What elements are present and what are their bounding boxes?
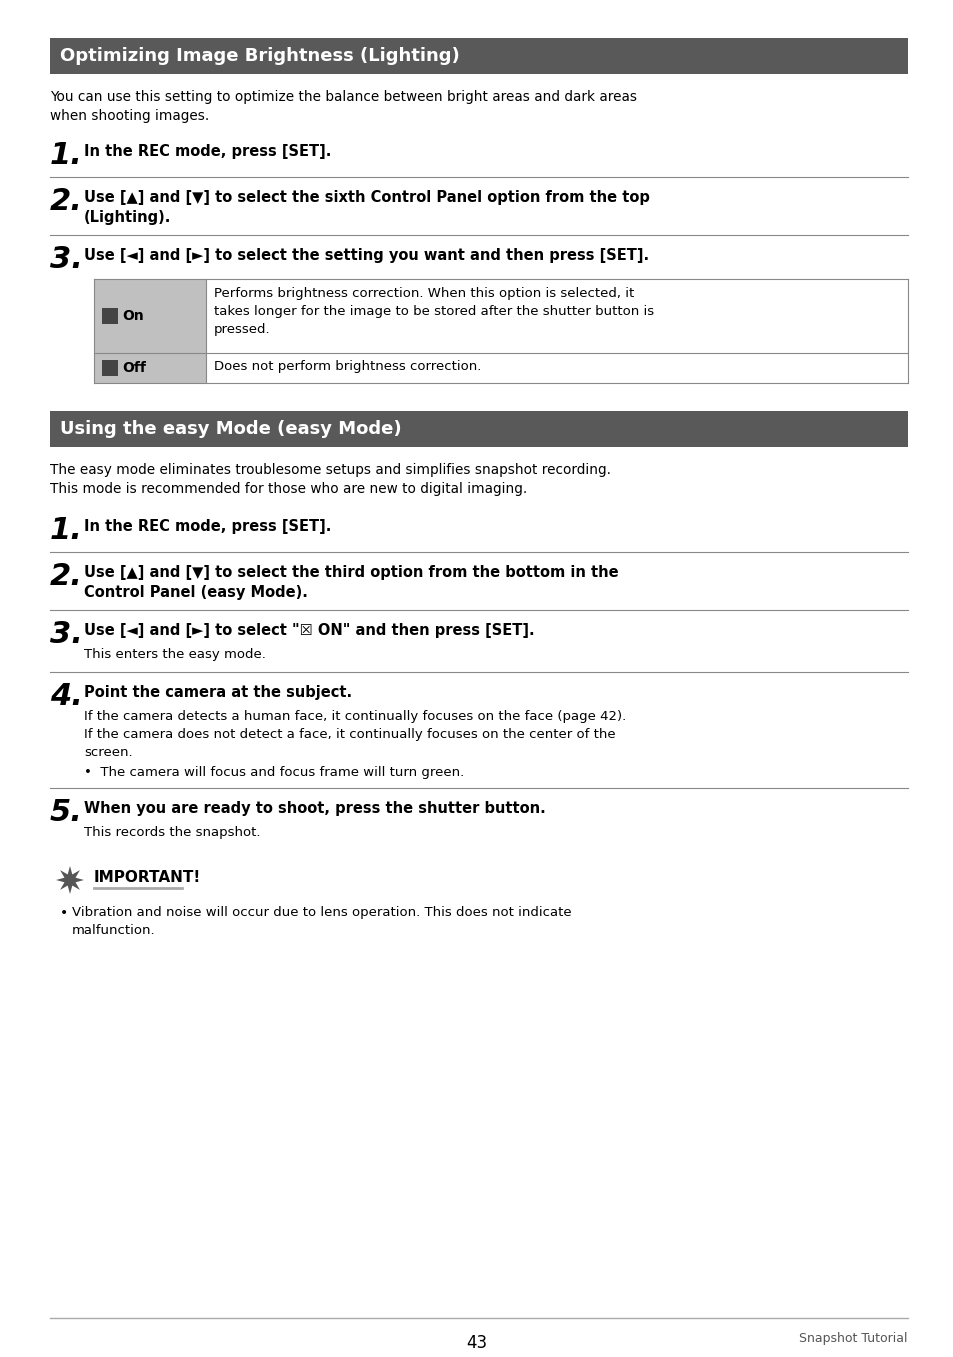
Text: •  The camera will focus and focus frame will turn green.: • The camera will focus and focus frame … — [84, 765, 464, 779]
Text: Use [◄] and [►] to select the setting you want and then press [SET].: Use [◄] and [►] to select the setting yo… — [84, 248, 648, 263]
Bar — [50, 38, 907, 75]
Text: Optimizing Image Brightness (Lighting): Optimizing Image Brightness (Lighting) — [60, 47, 459, 65]
Text: 1.: 1. — [50, 516, 83, 546]
Text: 2.: 2. — [50, 562, 83, 592]
Text: (Lighting).: (Lighting). — [84, 210, 172, 225]
Text: Use [◄] and [►] to select "☒ ON" and then press [SET].: Use [◄] and [►] to select "☒ ON" and the… — [84, 623, 534, 638]
Text: 43: 43 — [466, 1334, 487, 1352]
Text: Point the camera at the subject.: Point the camera at the subject. — [84, 685, 352, 700]
Text: Control Panel (easy Mode).: Control Panel (easy Mode). — [84, 585, 308, 600]
Text: 3.: 3. — [50, 246, 83, 274]
Text: When you are ready to shoot, press the shutter button.: When you are ready to shoot, press the s… — [84, 801, 545, 816]
Text: •: • — [60, 906, 69, 920]
Text: Performs brightness correction. When this option is selected, it
takes longer fo: Performs brightness correction. When thi… — [213, 286, 654, 337]
Text: This records the snapshot.: This records the snapshot. — [84, 826, 260, 839]
Bar — [50, 411, 907, 446]
Text: Use [▲] and [▼] to select the third option from the bottom in the: Use [▲] and [▼] to select the third opti… — [84, 565, 618, 579]
Text: If the camera detects a human face, it continually focuses on the face (page 42): If the camera detects a human face, it c… — [84, 710, 625, 723]
Text: If the camera does not detect a face, it continually focuses on the center of th: If the camera does not detect a face, it… — [84, 727, 615, 741]
Text: On: On — [122, 309, 144, 323]
Text: This enters the easy mode.: This enters the easy mode. — [84, 649, 266, 661]
Text: Vibration and noise will occur due to lens operation. This does not indicate: Vibration and noise will occur due to le… — [71, 906, 571, 919]
Text: malfunction.: malfunction. — [71, 924, 155, 936]
Text: In the REC mode, press [SET].: In the REC mode, press [SET]. — [84, 144, 331, 159]
Text: You can use this setting to optimize the balance between bright areas and dark a: You can use this setting to optimize the… — [50, 90, 637, 104]
Text: In the REC mode, press [SET].: In the REC mode, press [SET]. — [84, 518, 331, 535]
Bar — [206, 353, 907, 383]
Text: 1.: 1. — [50, 141, 83, 170]
Text: 3.: 3. — [50, 620, 83, 649]
Text: 4.: 4. — [50, 683, 83, 711]
Bar — [206, 280, 907, 353]
Bar — [94, 280, 206, 353]
Text: The easy mode eliminates troublesome setups and simplifies snapshot recording.: The easy mode eliminates troublesome set… — [50, 463, 610, 478]
Text: 2.: 2. — [50, 187, 83, 216]
Text: Snapshot Tutorial: Snapshot Tutorial — [799, 1333, 907, 1345]
Text: Does not perform brightness correction.: Does not perform brightness correction. — [213, 360, 481, 373]
Text: Use [▲] and [▼] to select the sixth Control Panel option from the top: Use [▲] and [▼] to select the sixth Cont… — [84, 190, 649, 205]
Text: when shooting images.: when shooting images. — [50, 109, 209, 123]
Polygon shape — [56, 866, 84, 894]
Text: IMPORTANT!: IMPORTANT! — [94, 870, 201, 885]
Bar — [102, 308, 118, 324]
Bar — [94, 353, 206, 383]
Text: screen.: screen. — [84, 746, 132, 759]
Text: Off: Off — [122, 361, 146, 375]
Text: Using the easy Mode (easy Mode): Using the easy Mode (easy Mode) — [60, 421, 401, 438]
Text: 5.: 5. — [50, 798, 83, 826]
Text: This mode is recommended for those who are new to digital imaging.: This mode is recommended for those who a… — [50, 482, 527, 497]
Bar — [102, 360, 118, 376]
